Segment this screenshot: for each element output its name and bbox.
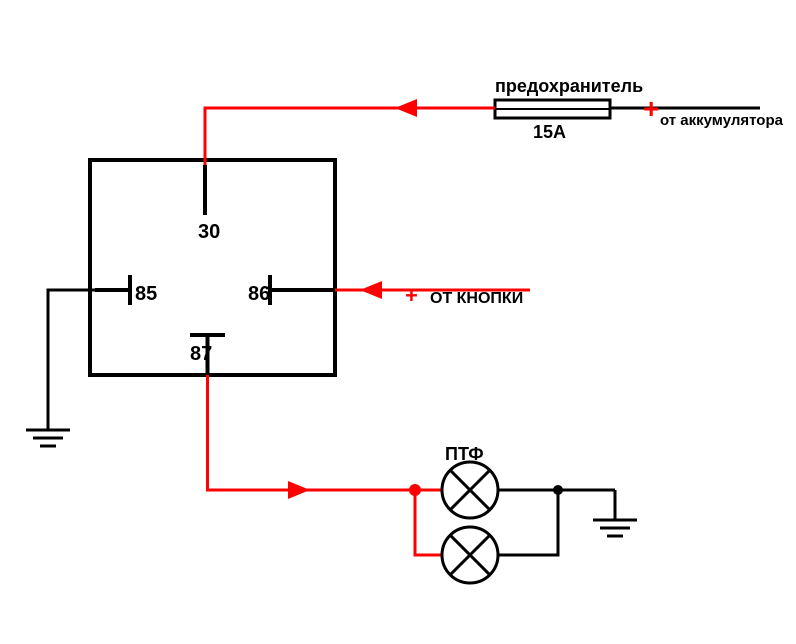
relay-pin-30-label: 30: [198, 221, 220, 243]
ptf-label: ПТФ: [445, 444, 484, 464]
relay-pin-85-label: 85: [135, 283, 157, 305]
fog-lamp-bottom: [442, 527, 498, 583]
wire-fuse-to-30: [205, 108, 495, 165]
fuse-rating-label: 15A: [533, 122, 566, 142]
relay-pin-86-label: 86: [248, 283, 270, 305]
wire-85-to-ground: [48, 290, 95, 430]
junction-lamp-in: [409, 484, 421, 496]
relay-box: [90, 160, 335, 375]
fog-lamp-top: [442, 462, 498, 518]
fuse-label: предохранитель: [495, 76, 643, 96]
battery-plus-icon: +: [643, 93, 659, 124]
battery-label: от аккумулятора: [660, 112, 784, 129]
button-label: ОТ КНОПКИ: [430, 290, 523, 307]
circuit-diagram: 30858687предохранитель15A+от аккумулятор…: [0, 0, 796, 644]
button-plus-icon: +: [405, 283, 418, 308]
wire-87-to-lamps: [208, 375, 416, 490]
relay-pin-87-label: 87: [190, 343, 212, 365]
